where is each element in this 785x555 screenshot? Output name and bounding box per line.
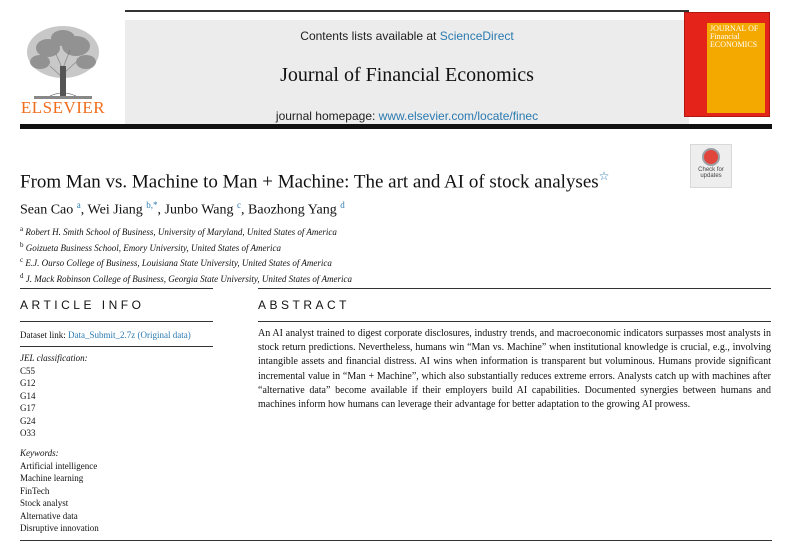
affiliation-item: a Robert H. Smith School of Business, Un…: [20, 223, 352, 239]
affiliation-text: Goizueta Business School, Emory Universi…: [25, 242, 282, 253]
cover-inner-panel: [707, 23, 765, 113]
abstract-top-rule: [258, 288, 771, 289]
affiliation-text: Robert H. Smith School of Business, Univ…: [25, 227, 337, 237]
bottom-rule: [20, 540, 772, 541]
author-separator: ,: [241, 202, 249, 218]
header-top-rule: [125, 10, 689, 12]
keyword: Artificial intelligence: [20, 461, 98, 471]
author-affiliation-marker[interactable]: a: [76, 200, 81, 210]
abstract-rule: [258, 321, 771, 322]
article-info-top-rule: [20, 288, 213, 289]
journal-homepage-link[interactable]: www.elsevier.com/locate/finec: [378, 109, 539, 123]
contents-line: Contents lists available at ScienceDirec…: [125, 29, 689, 43]
sciencedirect-link[interactable]: ScienceDirect: [439, 29, 514, 43]
check-for-updates-button[interactable]: Check for updates: [690, 144, 732, 188]
keyword: Alternative data: [20, 510, 78, 521]
article-info-heading: ARTICLE INFO: [20, 298, 145, 312]
affiliation-item: c E.J. Ourso College of Business, Louisi…: [20, 254, 352, 270]
jel-code: O33: [20, 428, 36, 439]
publisher-logo-text: ELSEVIER: [20, 98, 106, 117]
keywords-label: Keywords:: [20, 448, 59, 458]
dataset-prefix: Dataset link:: [20, 330, 68, 340]
author-affiliation-marker[interactable]: c: [237, 200, 242, 210]
header-thick-rule: [20, 124, 772, 129]
journal-cover: JOURNAL OF Financial ECONOMICS: [684, 12, 770, 117]
affiliation-marker: a: [20, 225, 24, 233]
jel-code: G12: [20, 378, 36, 389]
affiliation-list: a Robert H. Smith School of Business, Un…: [20, 223, 352, 285]
homepage-prefix: journal homepage:: [275, 109, 379, 123]
jel-code: G24: [20, 415, 36, 426]
author-separator: ,: [157, 202, 165, 218]
abstract-text: An AI analyst trained to digest corporat…: [258, 328, 771, 411]
paper-title: From Man vs. Machine to Man + Machine: T…: [20, 169, 700, 193]
title-footnote-star-icon[interactable]: ☆: [598, 169, 610, 183]
affiliation-item: d J. Mack Robinson College of Business, …: [20, 270, 352, 286]
jel-label: JEL classification:: [20, 353, 88, 363]
cover-title: JOURNAL OF Financial ECONOMICS: [710, 24, 759, 49]
keyword: FinTech: [20, 485, 50, 496]
author-name[interactable]: Baozhong Yang: [248, 202, 337, 218]
jel-code: C55: [20, 366, 36, 376]
abstract-heading: ABSTRACT: [258, 298, 351, 312]
journal-banner: Contents lists available at ScienceDirec…: [125, 20, 689, 125]
author-separator: ,: [80, 202, 88, 218]
journal-header: ELSEVIER Contents lists available at Sci…: [20, 10, 772, 125]
jel-code-list: C55 G12 G14 G17 G24 O33: [20, 365, 36, 439]
jel-code: G17: [20, 403, 36, 414]
affiliation-marker: c: [20, 256, 24, 264]
author-list: Sean Cao a, Wei Jiang b,*, Junbo Wang c,…: [20, 200, 345, 219]
check-updates-line2: updates: [700, 173, 722, 179]
dataset-link[interactable]: Data_Submit_2.7z (Original data): [68, 330, 191, 340]
paper-title-text: From Man vs. Machine to Man + Machine: T…: [20, 171, 599, 193]
jel-code: G14: [20, 390, 36, 401]
contents-prefix: Contents lists available at: [300, 29, 440, 43]
affiliation-text: E.J. Ourso College of Business, Louisian…: [25, 258, 332, 268]
elsevier-tree-logo-icon: [27, 26, 99, 99]
affiliation-marker: d: [20, 271, 24, 280]
author-name[interactable]: Wei Jiang: [87, 202, 143, 218]
author-affiliation-marker[interactable]: b,*: [146, 200, 158, 210]
author-affiliation-marker[interactable]: d: [340, 200, 345, 210]
affiliation-marker: b: [20, 240, 24, 249]
dataset-rule: [20, 346, 213, 347]
keyword: Stock analyst: [20, 498, 69, 509]
dataset-line: Dataset link: Data_Submit_2.7z (Original…: [20, 330, 191, 340]
author-name[interactable]: Sean Cao: [20, 202, 74, 218]
journal-name: Journal of Financial Economics: [280, 64, 534, 86]
affiliation-item: b Goizueta Business School, Emory Univer…: [20, 239, 352, 255]
author-name[interactable]: Junbo Wang: [164, 202, 234, 218]
bookmark-icon: [702, 148, 720, 166]
keyword-list: Artificial intelligence Machine learning…: [20, 460, 99, 534]
keyword: Disruptive innovation: [20, 523, 99, 534]
homepage-line: journal homepage: www.elsevier.com/locat…: [125, 109, 689, 123]
check-updates-line1: Check for: [698, 167, 724, 173]
keyword: Machine learning: [20, 473, 84, 484]
affiliation-text: J. Mack Robinson College of Business, Ge…: [25, 273, 352, 284]
article-info-rule: [20, 321, 213, 322]
